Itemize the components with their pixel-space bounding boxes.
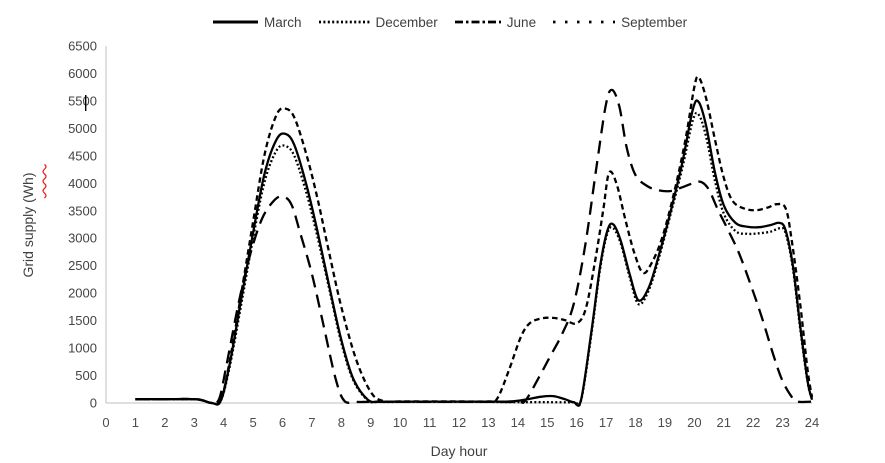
y-axis-tick-labels: 0 500 1000 1500 2000 2500 3000 3500 4000 4500 5000… bbox=[68, 39, 97, 411]
legend-item-june: June bbox=[454, 15, 536, 30]
x-tick-label: 0 bbox=[102, 415, 109, 430]
legend-item-march: March bbox=[212, 15, 302, 30]
y-tick-label: 3000 bbox=[68, 231, 97, 246]
legend-label: December bbox=[375, 14, 438, 30]
x-axis-title: Day hour bbox=[431, 443, 488, 459]
y-tick-label: 4000 bbox=[68, 176, 97, 191]
legend-line-sample-march bbox=[213, 20, 258, 24]
x-tick-label: 17 bbox=[599, 415, 613, 430]
x-tick-label: 8 bbox=[338, 415, 345, 430]
y-tick-label: 5000 bbox=[68, 121, 97, 136]
x-tick-label: 14 bbox=[511, 415, 525, 430]
x-tick-label: 2 bbox=[161, 415, 168, 430]
x-tick-label: 5 bbox=[249, 415, 256, 430]
x-tick-label: 11 bbox=[423, 415, 437, 430]
legend-item-december: December bbox=[318, 15, 438, 30]
y-axis-title: Grid supply (Wh) bbox=[20, 172, 36, 277]
series-line-june bbox=[135, 88, 813, 405]
x-tick-label: 19 bbox=[658, 415, 672, 430]
y-tick-label: 6000 bbox=[68, 66, 97, 81]
y-tick-label: 2500 bbox=[68, 258, 97, 273]
x-tick-label: 21 bbox=[717, 415, 731, 430]
series-line-march bbox=[135, 99, 814, 407]
y-tick-label: 1000 bbox=[68, 341, 97, 356]
text-cursor-artifact bbox=[85, 95, 87, 111]
x-tick-label: 15 bbox=[540, 415, 554, 430]
x-tick-label: 20 bbox=[687, 415, 701, 430]
x-tick-label: 16 bbox=[569, 415, 583, 430]
legend-label: September bbox=[621, 14, 688, 30]
y-tick-label: 2000 bbox=[68, 286, 97, 301]
x-axis-tick-labels: 0 1 2 3 4 5 6 7 8 9 10 11 12 13 14 15 16 17 18 19 20 21 22 23 24 bbox=[102, 415, 819, 430]
y-tick-label: 0 bbox=[90, 396, 97, 411]
x-tick-label: 24 bbox=[805, 415, 819, 430]
series-line-september bbox=[135, 75, 814, 406]
series-lines bbox=[135, 75, 814, 407]
x-tick-label: 6 bbox=[279, 415, 286, 430]
y-tick-label: 5500 bbox=[68, 93, 97, 108]
legend-item-september: September bbox=[552, 15, 687, 30]
x-tick-label: 9 bbox=[367, 415, 374, 430]
y-tick-label: 1500 bbox=[68, 313, 97, 328]
x-tick-label: 10 bbox=[393, 415, 407, 430]
legend-label: March bbox=[264, 14, 302, 30]
y-tick-label: 6500 bbox=[68, 39, 97, 54]
x-tick-label: 4 bbox=[220, 415, 227, 430]
x-tick-label: 18 bbox=[628, 415, 642, 430]
chart-legend: March December June September bbox=[212, 11, 687, 33]
series-line-december bbox=[135, 111, 814, 407]
x-tick-label: 7 bbox=[308, 415, 315, 430]
x-tick-label: 1 bbox=[132, 415, 139, 430]
x-tick-label: 12 bbox=[452, 415, 466, 430]
x-tick-label: 23 bbox=[775, 415, 789, 430]
x-tick-label: 3 bbox=[191, 415, 198, 430]
y-tick-label: 500 bbox=[75, 368, 97, 383]
legend-label: June bbox=[506, 14, 537, 30]
y-tick-label: 4500 bbox=[68, 148, 97, 163]
x-tick-label: 22 bbox=[746, 415, 760, 430]
y-tick-label: 3500 bbox=[68, 203, 97, 218]
legend-line-sample-june bbox=[454, 20, 501, 24]
x-tick-label: 13 bbox=[481, 415, 495, 430]
spellcheck-squiggle bbox=[42, 163, 47, 199]
